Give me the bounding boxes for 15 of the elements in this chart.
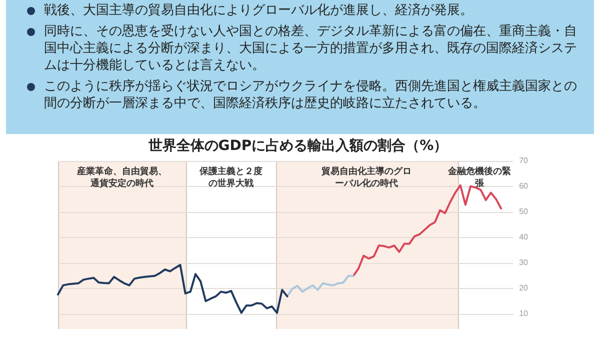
y-tick-label: 40 — [519, 232, 529, 242]
y-tick-label: 50 — [519, 207, 529, 216]
annotation: 保護主義と２度の世界大戦 — [198, 166, 264, 190]
text: このように秩序が揺らぐ状況でロシアがウクライナを侵略。西側先進国と権威主義国家との間の分断が一層深まる中で、国際経済秩序は歴史的岐路に立たされている。 — [44, 79, 577, 111]
annotation: 金融危機後の緊張 — [446, 166, 512, 190]
text: 同時に、その恩恵を受けない人や国との格差、デジタル革新による富の偏在、重商主義・自国中心主義による分断が深まり、大国による一方的措置が多用され、既存の国際経済システムは十分機能しているとは言えない。 — [44, 24, 577, 73]
chart-title: 世界全体のGDPに占める輸出入額の割合（%） — [147, 137, 448, 154]
y-tick-label: 10 — [519, 309, 529, 318]
text: 戦後、大国主導の貿易自由化によりグローバル化が進展し、経済が発展。 — [44, 3, 473, 18]
annotation: 貿易自由化主導のグローバル化の時代 — [322, 166, 412, 189]
y-tick-label: 20 — [519, 284, 529, 293]
y-tick-label: 70 — [519, 156, 529, 166]
y-tick-label: 60 — [519, 182, 529, 191]
y-tick-label: 30 — [519, 258, 529, 268]
annotation: 産業革命、自由貿易、通貨安定の時代 — [76, 166, 168, 190]
